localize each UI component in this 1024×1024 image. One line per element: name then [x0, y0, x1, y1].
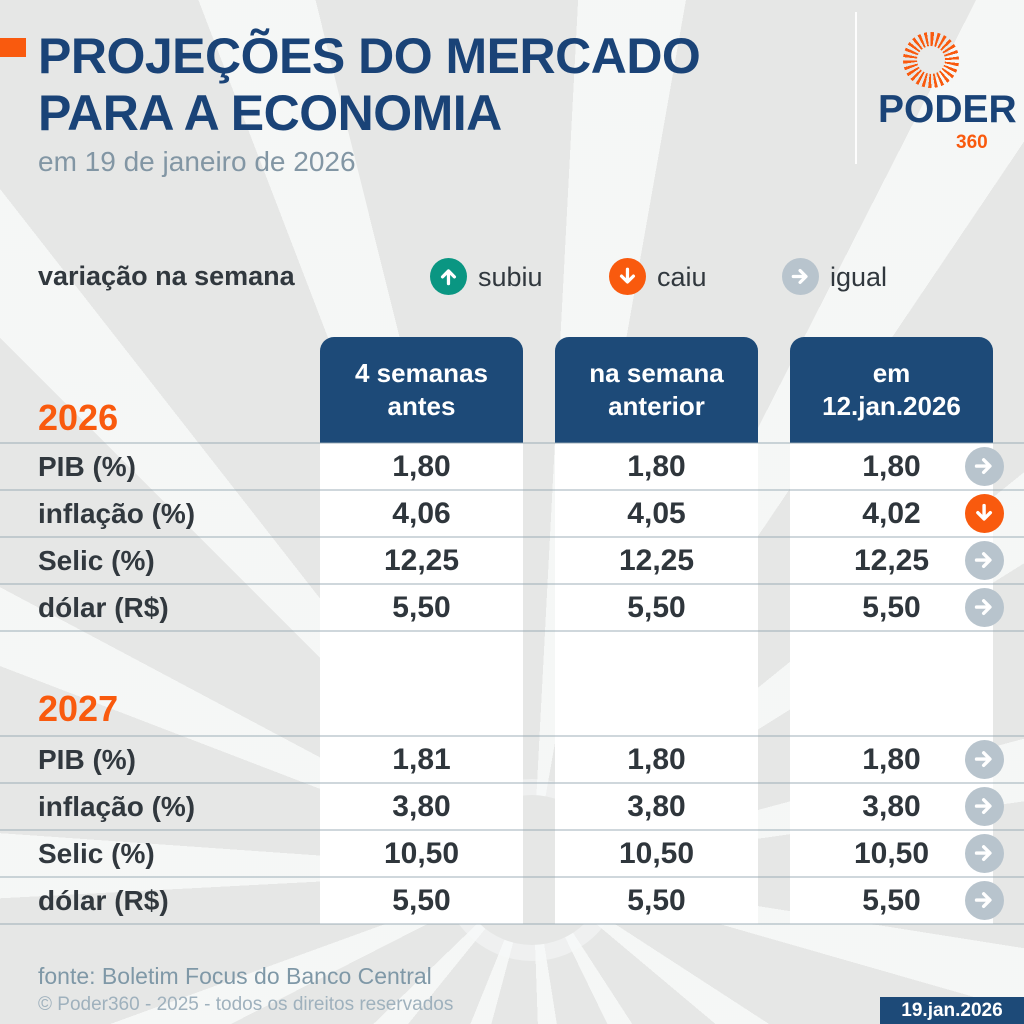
cell-value: 1,80: [862, 743, 921, 776]
column-header-em-12-jan-2026: em 12.jan.2026: [790, 337, 993, 443]
row-label-inflacao: inflação (%): [38, 791, 196, 822]
legend-item-subiu: subiu: [478, 262, 543, 292]
copyright-note: © Poder360 - 2025 - todos os direitos re…: [38, 994, 454, 1015]
poder360-logo: PODER 360: [860, 20, 1020, 170]
row-divider: [0, 782, 1024, 784]
cell-value: 12,25: [383, 544, 460, 577]
cell-value: 12,25: [853, 544, 930, 577]
row-divider: [0, 583, 1024, 585]
row-divider: [0, 442, 1024, 444]
row-divider: [0, 923, 1024, 925]
row-divider: [0, 829, 1024, 831]
table-row: inflação (%) 4,06 4,05 4,02: [0, 490, 1024, 537]
arrow-right-icon: [965, 447, 1004, 486]
column-header-line: em: [872, 358, 911, 388]
cell-value: 5,50: [627, 591, 686, 624]
column-band-2: [555, 443, 758, 924]
page-subtitle: em 19 de janeiro de 2026: [38, 146, 356, 177]
column-header-line: na semana: [589, 358, 724, 388]
section-year-2027: 2027: [38, 688, 119, 729]
cell-value: 1,80: [627, 743, 686, 776]
column-header-line: 4 semanas: [355, 358, 488, 388]
table-row: dólar (R$) 5,50 5,50 5,50: [0, 584, 1024, 631]
row-divider: [0, 876, 1024, 878]
cell-value: 10,50: [853, 837, 930, 870]
column-header-na-semana-anterior: na semana anterior: [555, 337, 758, 443]
legend-item-caiu: caiu: [657, 262, 707, 292]
cell-value: 3,80: [392, 790, 451, 823]
cell-value: 5,50: [627, 884, 686, 917]
cell-value: 10,50: [618, 837, 695, 870]
legend-title: variação na semana: [38, 261, 295, 291]
cell-value: 12,25: [618, 544, 695, 577]
row-label-dolar: dólar (R$): [38, 592, 169, 623]
row-label-selic: Selic (%): [38, 838, 155, 869]
cell-value: 5,50: [392, 884, 451, 917]
cell-value: 10,50: [383, 837, 460, 870]
arrow-right-icon: [965, 588, 1004, 627]
page-title: PROJEÇÕES DO MERCADO PARA A ECONOMIA: [38, 28, 701, 142]
column-header-line: 12.jan.2026: [822, 391, 961, 421]
page-title-line2: PARA A ECONOMIA: [38, 85, 502, 141]
cell-value: 5,50: [392, 591, 451, 624]
legend-item-igual: igual: [830, 262, 888, 292]
cell-value: 4,02: [862, 497, 921, 530]
row-divider: [0, 489, 1024, 491]
column-band-1: [320, 443, 523, 924]
arrow-right-icon: [965, 740, 1004, 779]
row-label-inflacao: inflação (%): [38, 498, 196, 529]
logo-360-badge: 360: [956, 132, 988, 153]
column-header-line: antes: [387, 391, 456, 421]
cell-value: 5,50: [862, 591, 921, 624]
cell-value: 3,80: [862, 790, 921, 823]
cell-value: 1,81: [392, 743, 451, 776]
cell-value: 1,80: [627, 450, 686, 483]
cell-value: 1,80: [392, 450, 451, 483]
column-header-4-semanas-antes: 4 semanas antes: [320, 337, 523, 443]
source-note: fonte: Boletim Focus do Banco Central: [38, 963, 432, 989]
row-divider: [0, 735, 1024, 737]
table-row: Selic (%) 12,25 12,25 12,25: [0, 537, 1024, 584]
arrow-down-icon: [609, 258, 646, 295]
sunburst-icon: [903, 32, 959, 88]
arrow-right-icon: [782, 258, 819, 295]
arrow-right-icon: [965, 881, 1004, 920]
row-divider: [0, 536, 1024, 538]
row-label-dolar: dólar (R$): [38, 885, 169, 916]
table-row: dólar (R$) 5,50 5,50 5,50: [0, 877, 1024, 924]
table-row: inflação (%) 3,80 3,80 3,80: [0, 783, 1024, 830]
column-header-line: anterior: [608, 391, 705, 421]
table-row: PIB (%) 1,81 1,80 1,80: [0, 736, 1024, 783]
orange-accent-rect: [0, 38, 26, 57]
logo-separator-line: [855, 12, 857, 164]
table-row: Selic (%) 10,50 10,50 10,50: [0, 830, 1024, 877]
row-label-selic: Selic (%): [38, 545, 155, 576]
page-title-line1: PROJEÇÕES DO MERCADO: [38, 28, 701, 84]
cell-value: 5,50: [862, 884, 921, 917]
arrow-down-icon: [965, 494, 1004, 533]
logo-wordmark: PODER: [878, 88, 1017, 131]
cell-value: 1,80: [862, 450, 921, 483]
arrow-right-icon: [965, 787, 1004, 826]
row-label-pib: PIB (%): [38, 451, 136, 482]
column-band-3: [790, 443, 993, 924]
arrow-up-icon: [430, 258, 467, 295]
arrow-right-icon: [965, 541, 1004, 580]
date-badge: 19.jan.2026: [880, 997, 1024, 1024]
cell-value: 3,80: [627, 790, 686, 823]
cell-value: 4,06: [392, 497, 451, 530]
row-label-pib: PIB (%): [38, 744, 136, 775]
row-divider: [0, 630, 1024, 632]
section-year-2026: 2026: [38, 397, 119, 438]
table-row: PIB (%) 1,80 1,80 1,80: [0, 443, 1024, 490]
cell-value: 4,05: [627, 497, 686, 530]
arrow-right-icon: [965, 834, 1004, 873]
